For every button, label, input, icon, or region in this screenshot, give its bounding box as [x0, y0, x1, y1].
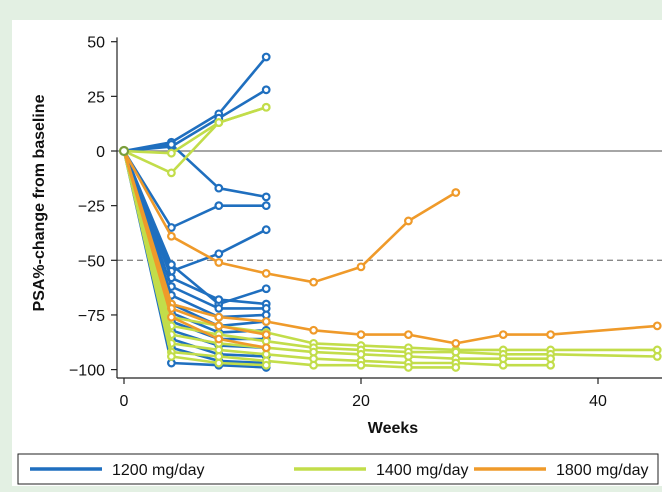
series-line: [122, 150, 658, 345]
y-tick-label: 50: [87, 35, 105, 52]
series-line: [122, 150, 267, 229]
series-line: [122, 150, 267, 358]
series-line: [122, 150, 267, 367]
reference-lines: [117, 150, 662, 261]
data-point: [356, 262, 366, 272]
data-point: [214, 321, 224, 331]
series-layer: [118, 52, 662, 372]
legend: 1200 mg/day 1400 mg/day 1800 mg/day: [17, 453, 659, 485]
y-tick-label: −25: [78, 199, 105, 216]
series-line: [122, 150, 551, 361]
data-point: [404, 330, 413, 340]
data-point: [451, 363, 461, 372]
y-tick-label: −75: [78, 308, 105, 325]
data-point: [261, 102, 271, 112]
series-line: [123, 106, 267, 175]
x-tick-label: 0: [120, 393, 129, 410]
y-tick-label: −50: [78, 253, 105, 270]
data-point: [214, 312, 224, 322]
legend-label: 1400 mg/day: [376, 462, 469, 479]
data-point: [166, 231, 176, 241]
series-2: [122, 150, 662, 353]
y-tick-label: −100: [69, 363, 105, 380]
data-point: [214, 358, 224, 368]
series-line: [123, 143, 267, 199]
series-line: [123, 88, 267, 153]
data-point: [309, 360, 319, 370]
data-point: [356, 360, 366, 370]
data-point: [214, 201, 224, 211]
data-point: [261, 343, 271, 353]
series-line: [122, 150, 267, 306]
data-point: [166, 260, 176, 270]
data-point: [214, 118, 224, 127]
plot-panel: [12, 20, 662, 486]
data-point: [652, 321, 662, 331]
baseline-point: [118, 145, 130, 157]
data-point: [404, 216, 413, 226]
data-point: [498, 360, 508, 370]
data-point: [214, 258, 224, 267]
data-point: [451, 338, 461, 348]
data-point: [451, 188, 461, 197]
data-point: [546, 330, 555, 340]
data-point: [214, 295, 224, 305]
data-point: [261, 269, 271, 278]
data-point: [404, 363, 413, 372]
data-point: [498, 330, 508, 340]
data-point: [261, 192, 271, 202]
data-point: [261, 284, 271, 294]
data-point: [166, 140, 176, 149]
data-point: [309, 277, 319, 287]
data-point: [261, 330, 271, 340]
data-point: [166, 223, 176, 232]
legend-label: 1200 mg/day: [112, 462, 205, 479]
data-point: [214, 183, 224, 193]
data-point: [261, 52, 271, 62]
data-point: [214, 303, 224, 313]
data-point: [214, 249, 224, 259]
x-tick-label: 40: [589, 393, 607, 410]
y-axis-label: PSA%-change from baseline: [31, 94, 48, 311]
x-axis-label: Weeks: [368, 420, 419, 437]
series-line: [122, 150, 267, 349]
series-0: [122, 52, 271, 372]
data-point: [261, 225, 271, 235]
series-line: [122, 150, 456, 369]
series-line: [122, 150, 551, 367]
series-line: [122, 150, 457, 284]
data-point: [166, 312, 176, 322]
data-point: [546, 360, 555, 370]
x-tick-label: 20: [352, 393, 370, 410]
data-point: [261, 360, 271, 370]
y-tick-label: 25: [87, 89, 105, 106]
series-line: [122, 150, 267, 306]
legend-label: 1800 mg/day: [556, 462, 649, 479]
data-point: [261, 201, 271, 211]
data-point: [261, 317, 271, 326]
data-point: [214, 334, 224, 344]
y-tick-label: 0: [96, 144, 105, 161]
data-point: [261, 85, 271, 95]
data-point: [356, 330, 366, 340]
data-point: [166, 168, 176, 178]
data-point: [166, 148, 176, 158]
data-point: [166, 352, 176, 361]
axes: 50 25 0 −25 −50 −75 −100 0 20 40: [69, 35, 662, 410]
series-line: [122, 150, 267, 310]
series-line: [123, 106, 267, 155]
data-point: [652, 352, 662, 361]
data-point: [309, 325, 319, 335]
